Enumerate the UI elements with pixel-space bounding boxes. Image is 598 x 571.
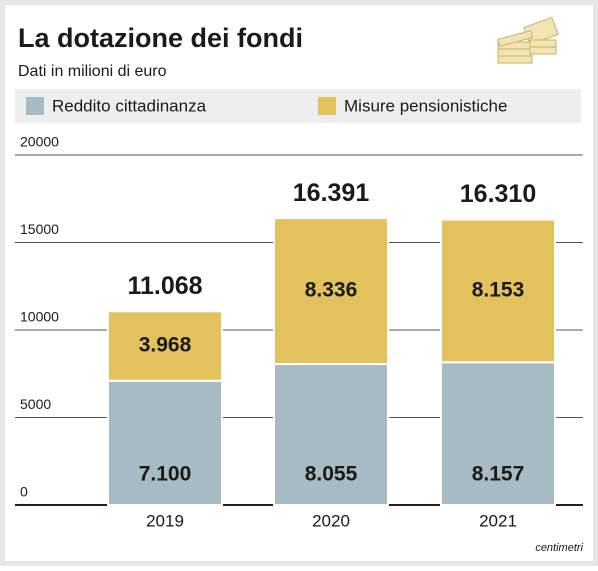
total-label: 16.310: [460, 180, 536, 208]
value-label: 3.968: [139, 334, 192, 357]
chart-subtitle: Dati in milioni di euro: [18, 63, 167, 80]
chart-title: La dotazione dei fondi: [18, 23, 303, 53]
bar-segment: [440, 361, 556, 506]
y-tick-label: 15000: [20, 221, 59, 237]
y-tick-label: 10000: [20, 309, 59, 325]
x-tick-label: 2021: [479, 511, 517, 530]
value-label: 7.100: [139, 463, 192, 486]
total-label: 11.068: [127, 272, 202, 300]
x-tick-label: 2020: [312, 511, 350, 530]
source: centimetri: [535, 542, 583, 554]
value-label: 8.336: [305, 279, 358, 302]
legend-band: [15, 89, 581, 123]
legend-swatch: [26, 97, 44, 115]
value-label: 8.055: [305, 463, 358, 486]
legend-swatch: [318, 97, 336, 115]
y-tick-label: 0: [20, 484, 28, 500]
x-tick-label: 2019: [146, 511, 184, 530]
total-label: 16.391: [293, 179, 370, 207]
money-icon: [497, 16, 559, 64]
bar-segment: [107, 379, 223, 506]
y-tick-label: 5000: [20, 396, 51, 412]
bar-segment: [107, 310, 223, 382]
legend-label: Reddito cittadinanza: [52, 96, 207, 115]
bar-segment: [440, 218, 556, 364]
value-label: 8.153: [472, 278, 525, 301]
bar-segment: [273, 217, 389, 366]
y-tick-label: 20000: [20, 134, 59, 150]
value-label: 8.157: [472, 463, 525, 486]
legend-label: Misure pensionistiche: [344, 96, 507, 115]
